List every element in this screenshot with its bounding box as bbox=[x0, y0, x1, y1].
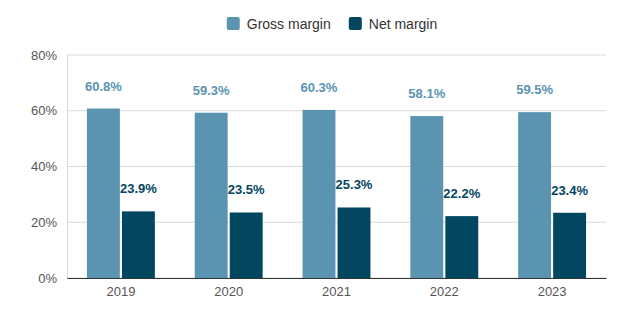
legend-label: Gross margin bbox=[247, 16, 331, 32]
grid-line bbox=[67, 55, 606, 56]
y-tick-label: 20% bbox=[31, 215, 57, 230]
bar bbox=[87, 109, 120, 278]
y-tick: 40% bbox=[31, 159, 67, 174]
y-tick-label: 0% bbox=[38, 271, 57, 286]
bar bbox=[410, 116, 443, 278]
data-label: 60.8% bbox=[85, 79, 122, 94]
legend: Gross margin Net margin bbox=[227, 16, 438, 32]
bar bbox=[303, 110, 336, 278]
legend-label: Net margin bbox=[369, 16, 437, 32]
bar bbox=[445, 216, 478, 278]
bars bbox=[87, 109, 586, 278]
legend-swatch bbox=[349, 17, 362, 30]
bar bbox=[553, 213, 586, 278]
data-label: 22.2% bbox=[443, 186, 480, 201]
x-axis-line bbox=[68, 278, 607, 279]
legend-item: Net margin bbox=[349, 16, 437, 32]
data-label: 23.9% bbox=[120, 181, 157, 196]
y-tick-label: 40% bbox=[31, 159, 57, 174]
x-tick: 2020 bbox=[214, 284, 243, 299]
y-tick: 0% bbox=[38, 271, 67, 286]
data-label: 59.5% bbox=[516, 82, 553, 97]
chart: 0% 20% 40% 60% 80% 2019 2020 2021 2022 2023 60.8% 5… bbox=[0, 0, 644, 318]
bar bbox=[195, 113, 228, 278]
y-tick-label: 60% bbox=[31, 103, 57, 118]
grid bbox=[67, 55, 606, 278]
x-tick-label: 2023 bbox=[538, 284, 567, 299]
data-label: 23.5% bbox=[228, 182, 265, 197]
y-axis-line bbox=[67, 56, 68, 279]
y-tick: 60% bbox=[31, 103, 67, 118]
legend-item: Gross margin bbox=[227, 16, 331, 32]
data-label: 59.3% bbox=[193, 83, 230, 98]
x-tick-label: 2022 bbox=[430, 284, 459, 299]
x-tick: 2019 bbox=[106, 284, 135, 299]
data-labels: 60.8% 59.3% 60.3% 58.1% 59.5% 23.9% 23.5% 25.3%… bbox=[85, 79, 589, 202]
y-tick: 80% bbox=[31, 48, 67, 63]
x-axis: 2019 2020 2021 2022 2023 bbox=[68, 279, 607, 300]
y-tick: 20% bbox=[31, 215, 67, 230]
x-tick-label: 2019 bbox=[106, 284, 135, 299]
x-tick-label: 2020 bbox=[214, 284, 243, 299]
bar bbox=[230, 212, 263, 278]
x-tick: 2021 bbox=[322, 284, 351, 299]
bar bbox=[122, 211, 155, 278]
bar bbox=[338, 207, 371, 278]
y-tick-label: 80% bbox=[31, 48, 57, 63]
x-tick-label: 2021 bbox=[322, 284, 351, 299]
data-label: 58.1% bbox=[408, 86, 445, 101]
grid-line bbox=[67, 110, 606, 111]
x-tick: 2023 bbox=[538, 284, 567, 299]
bar bbox=[518, 112, 551, 278]
x-tick: 2022 bbox=[430, 284, 459, 299]
legend-swatch bbox=[227, 17, 240, 30]
data-label: 60.3% bbox=[301, 80, 338, 95]
data-label: 25.3% bbox=[336, 177, 373, 192]
y-axis: 0% 20% 40% 60% 80% bbox=[31, 48, 68, 286]
data-label: 23.4% bbox=[551, 183, 588, 198]
